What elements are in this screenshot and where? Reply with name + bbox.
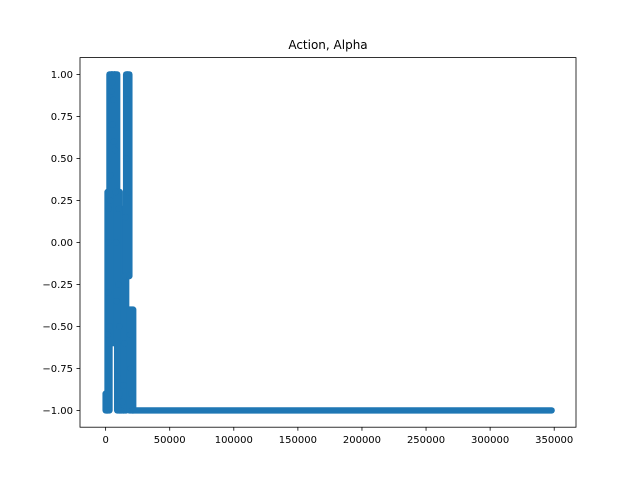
scatter-point-32 [121, 272, 129, 280]
scatter-point-10 [108, 88, 115, 95]
scatter-point-17 [111, 146, 119, 154]
x-tick-label-1: 50000 [154, 435, 186, 446]
scatter-point-38 [125, 188, 132, 196]
y-tick-label-0: −1.00 [42, 406, 73, 417]
scatter-point-40 [126, 331, 134, 338]
scatter-point-18 [112, 188, 119, 196]
scatter-point-23 [114, 281, 122, 288]
scatter-point-21 [113, 340, 121, 347]
scatter-point-14 [110, 96, 117, 103]
scatter-point-22 [114, 373, 121, 380]
y-tick-label-1: −0.75 [42, 364, 73, 375]
y-tick-label-2: −0.50 [42, 322, 73, 333]
scatter-point-20 [113, 298, 120, 305]
scatter-point-1 [103, 390, 111, 397]
scatter-point-37 [124, 130, 132, 137]
x-tick-label-6: 300000 [471, 435, 509, 446]
scatter-point-6 [106, 323, 113, 330]
scatter-point-24 [115, 205, 122, 212]
scatter-point-33 [122, 214, 129, 221]
scatter-point-4 [105, 239, 112, 246]
scatter-point-29 [119, 398, 126, 406]
x-tick-label-7: 350000 [535, 435, 573, 446]
scatter-point-30 [120, 382, 127, 389]
chart-title: Action, Alpha [288, 38, 367, 52]
scatter-baseline [129, 407, 555, 414]
scatter-point-12 [109, 79, 116, 87]
scatter-point-28 [117, 407, 125, 414]
scatter-point-2 [104, 331, 112, 338]
y-tick-label-7: 0.75 [51, 112, 73, 123]
scatter-point-13 [109, 121, 117, 128]
plot-background [80, 57, 576, 428]
scatter-point-26 [116, 390, 123, 397]
scatter-point-42 [128, 390, 135, 397]
scatter-column-8 [122, 71, 133, 280]
scatter-point-41 [127, 365, 134, 372]
scatter-point-31 [121, 340, 128, 347]
y-tick-label-5: 0.25 [51, 196, 73, 207]
scatter-point-15 [110, 138, 118, 145]
y-tick-label-3: −0.25 [42, 280, 73, 291]
scatter-point-3 [104, 289, 112, 296]
scatter-point-25 [116, 323, 123, 330]
scatter-point-39 [126, 272, 133, 280]
scatter-point-8 [107, 172, 114, 179]
y-tick-label-8: 1.00 [51, 70, 73, 81]
scatter-point-34 [122, 155, 130, 162]
x-tick-label-4: 200000 [343, 435, 381, 446]
scatter-column-9 [126, 306, 137, 414]
y-tick-label-4: 0.00 [51, 238, 73, 249]
scatter-point-36 [124, 71, 131, 78]
x-tick-label-0: 0 [102, 435, 108, 446]
scatter-point-19 [112, 239, 120, 246]
axes: 0 50000 100000 150000 200000 250000 300000 3500… [42, 57, 577, 446]
x-tick-label-2: 100000 [215, 435, 253, 446]
y-tick-label-6: 0.50 [51, 154, 73, 165]
scatter-point-0 [103, 407, 110, 414]
data-marks [102, 71, 555, 414]
scatter-point-35 [123, 96, 130, 103]
scatter-point-7 [106, 197, 114, 204]
x-tick-label-5: 250000 [407, 435, 445, 446]
x-tick-label-3: 150000 [279, 435, 317, 446]
scatter-point-16 [111, 71, 118, 78]
scatter-point-5 [105, 205, 113, 212]
